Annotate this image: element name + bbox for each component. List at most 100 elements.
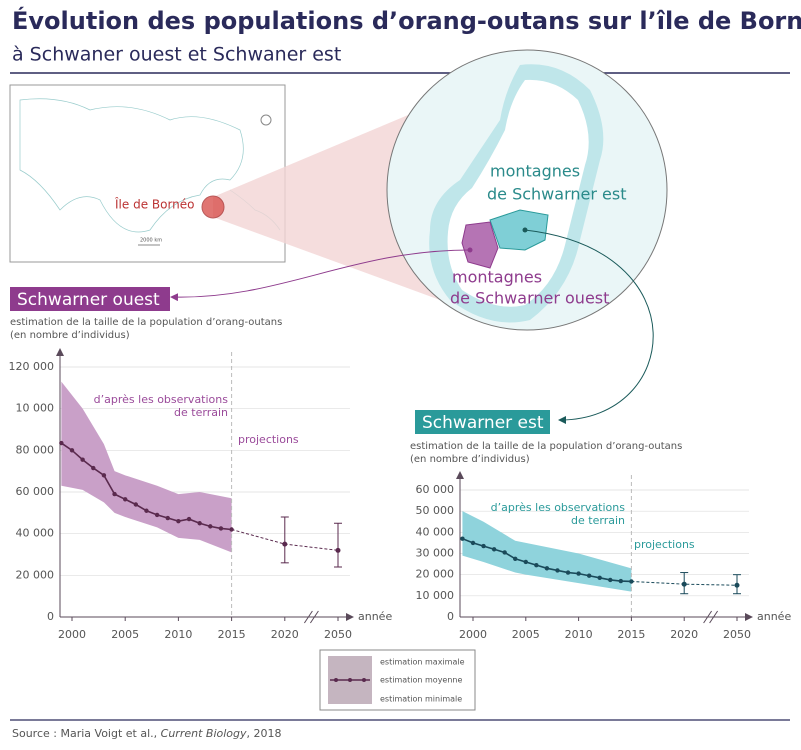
legend-entry: estimation moyenne	[380, 676, 462, 685]
mean-point	[534, 562, 539, 568]
y-tick-label: 40 000	[16, 527, 55, 540]
y-tick-label: 80 000	[16, 443, 55, 456]
estimate-band	[462, 511, 632, 592]
mean-point	[460, 536, 465, 541]
east-label: montagnes	[490, 162, 580, 181]
x-tick-label: 2020	[271, 628, 299, 641]
mean-point	[144, 508, 149, 513]
mean-point	[176, 518, 181, 524]
mean-point	[59, 440, 64, 446]
borneo-marker	[201, 195, 225, 219]
mean-point	[165, 515, 170, 521]
mean-point	[101, 473, 107, 478]
chart-header	[10, 287, 170, 311]
estimate-band	[61, 381, 232, 553]
x-tick-label: 2020	[670, 628, 698, 641]
map-scale: 2000 km	[140, 238, 162, 244]
y-tick-label: 30 000	[416, 547, 455, 560]
x-tick-label: 2010	[565, 628, 593, 641]
chart-title: Schwarner ouest	[17, 290, 160, 310]
annotation: d’après les observations	[491, 501, 626, 514]
y-tick-label: 120 000	[9, 360, 55, 373]
y-tick-label: 60 000	[16, 485, 55, 498]
y-tick-label: 40 000	[416, 525, 455, 538]
east-label: de Schwarner est	[487, 185, 626, 204]
world-map	[9, 84, 286, 263]
zoom-cone	[213, 110, 440, 300]
x-tick-label: 2005	[111, 628, 139, 641]
x-tick-label: 2010	[164, 628, 192, 641]
axis-break	[309, 610, 319, 624]
x-tick-label: 2000	[459, 628, 487, 641]
x-tick-label: 2015	[617, 628, 645, 641]
mean-point	[576, 571, 581, 576]
annotation: d’après les observations	[94, 393, 229, 406]
mean-point	[80, 457, 85, 462]
y-tick-label: 60 000	[416, 483, 455, 496]
mean-point	[513, 556, 518, 561]
mean-point	[133, 502, 139, 507]
y-tick-label: 0	[47, 610, 54, 623]
axis-break	[703, 610, 713, 624]
x-tick-label: 2050	[324, 628, 352, 641]
subtitle: à Schwaner ouest et Schwaner est	[12, 44, 341, 66]
annotation: de terrain	[571, 514, 625, 527]
source-text: Source : Maria Voigt et al.,	[12, 727, 157, 740]
mean-point	[618, 578, 624, 584]
y-axis-label: estimation de la taille de la population…	[10, 317, 282, 328]
mean-point	[218, 526, 224, 531]
projection-point	[734, 582, 740, 588]
source-journal: Current Biology	[161, 727, 247, 740]
x-axis-label: année	[757, 610, 791, 623]
island-label: Île de Bornéo	[114, 197, 195, 212]
borneo-map	[170, 49, 668, 424]
annotation: de terrain	[174, 406, 228, 419]
x-tick-label: 2015	[218, 628, 246, 641]
y-tick-label: 50 000	[416, 504, 455, 517]
source: Source : Maria Voigt et al., Current Bio…	[12, 727, 282, 740]
y-tick-label: 20 000	[16, 568, 55, 581]
annotation: projections	[238, 433, 299, 446]
y-tick-label: 10 000	[416, 589, 455, 602]
mean-point	[123, 497, 128, 502]
mean-point	[491, 547, 497, 552]
mean-point	[470, 540, 476, 546]
legend-entry: estimation minimale	[380, 695, 462, 704]
mean-point	[597, 575, 602, 581]
legend: estimation maximale estimation moyenne e…	[319, 649, 476, 711]
mean-point	[186, 516, 192, 522]
axis-break	[709, 610, 719, 624]
y-tick-label: 0	[447, 610, 454, 623]
mean-point	[112, 491, 117, 497]
mean-point	[586, 573, 592, 578]
mean-point	[154, 512, 160, 518]
mean-point	[481, 543, 486, 549]
west-label: montagnes	[452, 268, 542, 287]
mean-point	[544, 566, 550, 571]
mean-point	[197, 521, 202, 526]
title: Évolution des populations d’orang-outans…	[12, 6, 801, 35]
projection-point	[282, 541, 288, 547]
mean-point	[502, 550, 507, 555]
mean-point	[208, 524, 213, 529]
mean-point	[523, 559, 528, 565]
chart-title: Schwarner est	[422, 413, 544, 433]
mean-point	[608, 577, 613, 583]
mean-point	[91, 465, 96, 471]
west-label: de Schwarner ouest	[450, 289, 609, 308]
mean-point	[229, 527, 234, 532]
y-axis-label: estimation de la taille de la population…	[410, 441, 682, 452]
x-tick-label: 2050	[723, 628, 751, 641]
y-tick-label: 20 000	[416, 568, 455, 581]
projection-point	[335, 547, 341, 553]
legend-entry: estimation maximale	[380, 658, 465, 667]
mean-point	[629, 579, 634, 584]
y-tick-label: 10 000	[16, 402, 55, 415]
annotation: projections	[634, 538, 695, 551]
projection-point	[681, 581, 687, 587]
x-axis-label: année	[358, 610, 392, 623]
y-axis-label: (en nombre d’individus)	[410, 454, 530, 465]
x-tick-label: 2005	[512, 628, 540, 641]
chart-header	[415, 410, 550, 434]
